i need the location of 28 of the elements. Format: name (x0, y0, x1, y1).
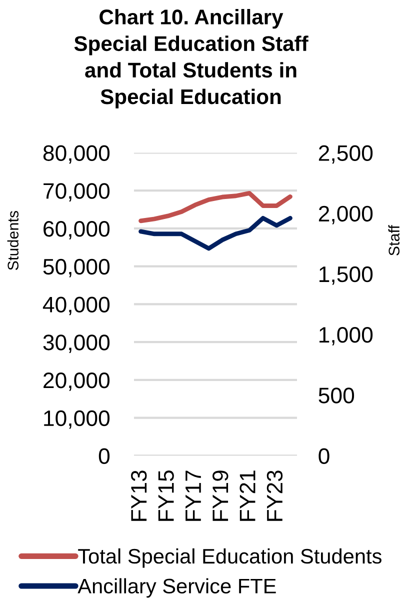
y2-tick-label: 2,000 (318, 206, 373, 224)
y-tick-label: 40,000 (42, 296, 110, 316)
y2-tick-label: 1,500 (320, 266, 373, 285)
chart-title: Chart 10. Ancillary Special Education Staff and Total Students in Special Education (74, 9, 308, 108)
y-tick-label: 10,000 (44, 410, 110, 429)
x-tick-label: FY19 (212, 470, 228, 521)
y2-tick-label: 500 (318, 388, 354, 404)
y-tick-label: 50,000 (43, 258, 110, 278)
y-tick-label: 70,000 (44, 183, 110, 202)
y2-tick-label: 0 (318, 448, 330, 464)
line-series (138, 216, 292, 251)
y-tick-label: 60,000 (44, 220, 110, 240)
x-tick-label: FY17 (186, 470, 201, 521)
x-tick-label: FY13 (131, 470, 147, 521)
y-axis-title: Students (7, 210, 19, 270)
y2-axis-title: Staff (388, 224, 400, 256)
x-tick-label: FY23 (266, 470, 283, 521)
y-tick-label: 30,000 (43, 334, 110, 353)
x-tick-label: FY21 (240, 470, 256, 521)
y2-tick-label: 2,500 (318, 145, 373, 164)
y-tick-label: 0 (98, 448, 110, 464)
y-tick-label: 20,000 (44, 372, 110, 391)
y2-tick-label: 1,000 (320, 327, 373, 346)
legend-label: Ancillary Service FTE (78, 578, 276, 598)
x-tick-label: FY15 (158, 470, 174, 521)
legend-label: Total Special Education Students (78, 548, 382, 568)
line-series (138, 191, 292, 224)
y-tick-label: 80,000 (43, 145, 110, 164)
